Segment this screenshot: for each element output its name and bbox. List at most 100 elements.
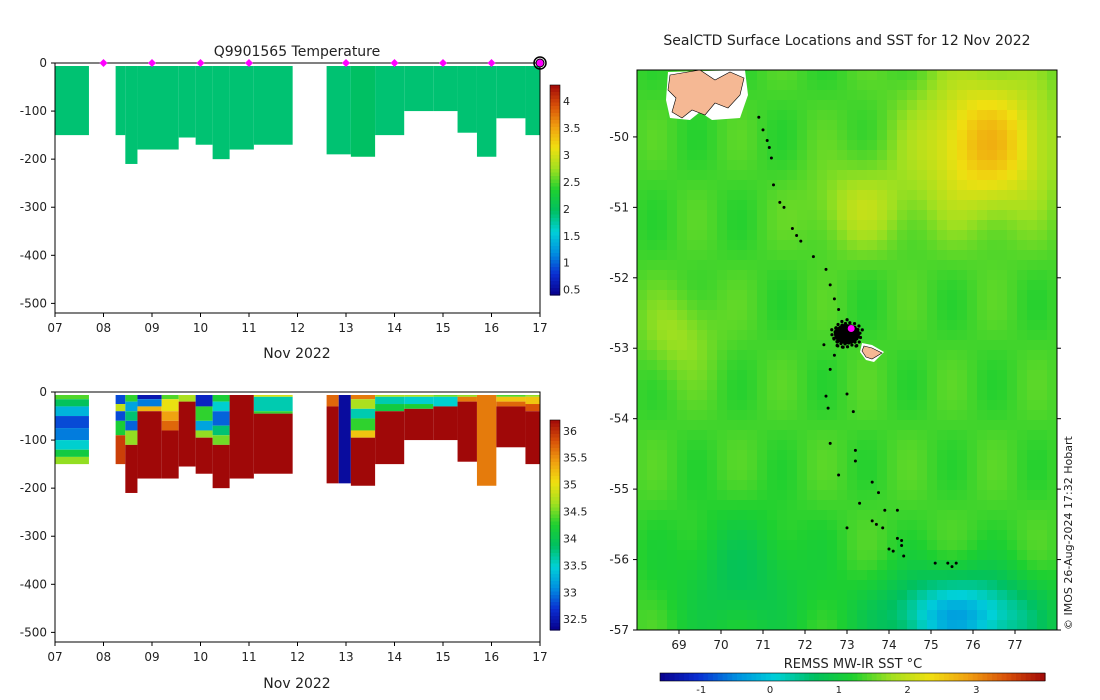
profile-0: [55, 395, 89, 465]
sst-cell: [787, 420, 798, 431]
sst-cell: [967, 280, 978, 291]
sst-cell: [947, 450, 958, 461]
sst-cell: [767, 220, 778, 231]
sst-cell: [737, 330, 748, 341]
colorbar-segment: [550, 598, 560, 603]
sst-cell: [817, 160, 828, 171]
sst-cell: [1027, 470, 1038, 481]
sst-cell: [717, 570, 728, 581]
sst-cell: [637, 420, 648, 431]
sst-cell: [947, 210, 958, 221]
sst-cell: [697, 420, 708, 431]
sst-cell: [797, 350, 808, 361]
sst-cell: [987, 170, 998, 181]
sst-cell: [737, 180, 748, 191]
colorbar-segment: [550, 567, 560, 572]
sst-cell: [887, 440, 898, 451]
sst-cell: [787, 220, 798, 231]
sst-cell: [807, 90, 818, 101]
sst-cell: [667, 160, 678, 171]
sst-cell: [1047, 130, 1057, 141]
sst-cell: [967, 480, 978, 491]
sst-cell: [827, 300, 838, 311]
sst-cell: [877, 230, 888, 241]
track-point: [853, 448, 857, 452]
colorbar-segment: [550, 556, 560, 561]
sst-cell: [677, 230, 688, 241]
sst-cell: [957, 70, 968, 81]
sst-cell: [807, 510, 818, 521]
sst-cell: [847, 180, 858, 191]
sst-cell: [777, 180, 788, 191]
sst-cell: [907, 470, 918, 481]
colorbar-segment: [876, 673, 882, 681]
sst-cell: [687, 620, 698, 630]
sst-cell: [927, 120, 938, 131]
sst-cell: [637, 110, 648, 121]
colorbar-segment: [982, 673, 988, 681]
sst-cell: [787, 210, 798, 221]
sst-cell: [1017, 150, 1028, 161]
sst-cell: [867, 220, 878, 231]
sst-cell: [647, 100, 658, 111]
sst-cell: [957, 170, 968, 181]
y-tick-label: -200: [20, 152, 47, 166]
sst-cell: [827, 110, 838, 121]
sst-cell: [637, 380, 648, 391]
sst-cell: [677, 300, 688, 311]
sst-cell: [877, 70, 888, 81]
sst-cell: [927, 340, 938, 351]
profile-14: [457, 66, 477, 133]
sst-cell: [747, 450, 758, 461]
x-tick-label: 17: [532, 321, 547, 335]
sst-cell: [917, 500, 928, 511]
sst-cell: [757, 380, 768, 391]
sst-cell: [947, 410, 958, 421]
sst-cell: [757, 580, 768, 591]
sst-cell: [947, 160, 958, 171]
sst-cell: [937, 210, 948, 221]
sst-cell: [667, 520, 678, 531]
sst-cell: [677, 440, 688, 451]
sst-cell: [1027, 580, 1038, 591]
sst-cell: [747, 300, 758, 311]
sst-cell: [957, 540, 968, 551]
sst-cell: [927, 360, 938, 371]
sst-cell: [1047, 520, 1057, 531]
sst-cell: [687, 140, 698, 151]
sst-cell: [797, 150, 808, 161]
sst-cell: [937, 80, 948, 91]
sst-cell: [737, 430, 748, 441]
sst-cell: [907, 510, 918, 521]
sst-cell: [747, 290, 758, 301]
sst-cell: [917, 360, 928, 371]
y-tick-label: 0: [39, 56, 47, 70]
sst-cell: [707, 510, 718, 521]
sst-cell: [777, 540, 788, 551]
colorbar-segment: [550, 591, 560, 596]
sst-cell: [687, 270, 698, 281]
profile-cell: [229, 395, 254, 479]
profile-cell: [115, 404, 126, 412]
sst-cell: [847, 290, 858, 301]
colorbar-segment: [550, 553, 560, 558]
sst-cell: [847, 170, 858, 181]
sst-cell: [957, 420, 968, 431]
sst-cell: [1007, 270, 1018, 281]
sst-cell: [857, 130, 868, 141]
sst-cell: [857, 540, 868, 551]
sst-cell: [717, 130, 728, 141]
sst-cell: [1027, 530, 1038, 541]
colorbar-tick-label: 4: [563, 95, 570, 108]
sst-cell: [847, 540, 858, 551]
sst-cell: [737, 230, 748, 241]
sst-cell: [987, 350, 998, 361]
sst-cell: [667, 350, 678, 361]
sst-cell: [747, 110, 758, 121]
sst-cell: [867, 380, 878, 391]
current-marker-ring: [533, 56, 547, 70]
sst-cell: [747, 260, 758, 271]
sst-cell: [857, 470, 868, 481]
profile-cell: [433, 406, 458, 441]
sst-cell: [827, 140, 838, 151]
